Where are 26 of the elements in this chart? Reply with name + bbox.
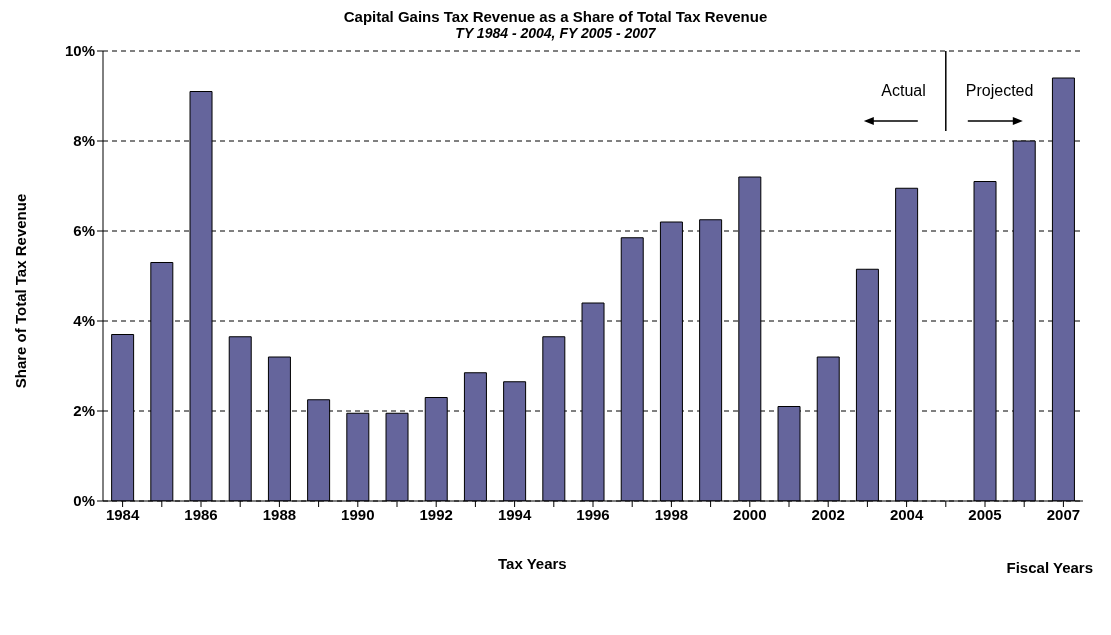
chart-title: Capital Gains Tax Revenue as a Share of Total Tax Revenue bbox=[342, 8, 769, 25]
y-tick-label: 0% bbox=[73, 492, 95, 510]
x-tick-label: 2005 bbox=[968, 505, 1002, 523]
x-tick-label: 2002 bbox=[811, 505, 845, 523]
x-tick-label: 1990 bbox=[341, 505, 375, 523]
y-tick-label: 6% bbox=[73, 222, 95, 240]
x-tick-label: 2000 bbox=[733, 505, 767, 523]
x-tick-label: 1984 bbox=[105, 505, 140, 523]
y-tick-label: 10% bbox=[64, 42, 95, 60]
text: Tax Years bbox=[498, 555, 567, 572]
y-tick-label: 2% bbox=[73, 402, 95, 420]
x-tick-label: 2007 bbox=[1046, 505, 1081, 523]
x-tick-label: 1994 bbox=[497, 505, 532, 523]
text: Fiscal Years bbox=[1006, 559, 1093, 576]
x-tick-label: 1992 bbox=[419, 505, 453, 523]
annotation: Actual bbox=[881, 82, 926, 99]
x-tick-label: 2004 bbox=[889, 505, 924, 523]
x-tick-label: 1986 bbox=[184, 505, 218, 523]
y-axis-title: Share of Total Tax Revenue bbox=[11, 193, 29, 389]
x-tick-label: 1996 bbox=[576, 505, 610, 523]
x-tick-label: 1988 bbox=[262, 505, 297, 523]
y-tick-label: 4% bbox=[73, 312, 95, 330]
y-tick-label: 8% bbox=[73, 132, 95, 150]
chart-subtitle: TY 1984 - 2004, FY 2005 - 2007 bbox=[454, 25, 657, 41]
annotation: Projected bbox=[965, 82, 1034, 99]
x-tick-label: 1998 bbox=[654, 505, 689, 523]
